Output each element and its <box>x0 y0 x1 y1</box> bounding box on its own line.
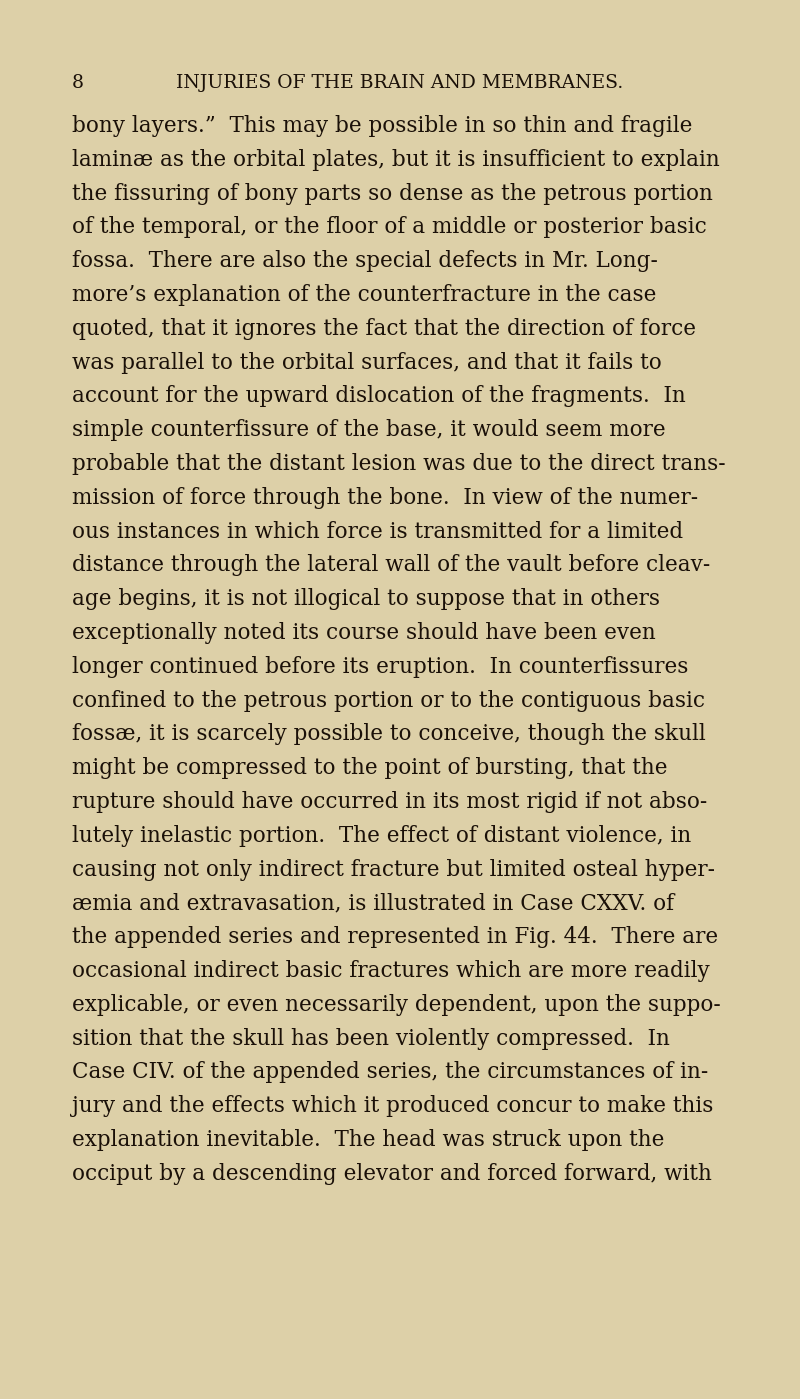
Text: fossæ, it is scarcely possible to conceive, though the skull: fossæ, it is scarcely possible to concei… <box>72 723 706 746</box>
Text: simple counterfissure of the base, it would seem more: simple counterfissure of the base, it wo… <box>72 420 666 441</box>
Text: probable that the distant lesion was due to the direct trans-: probable that the distant lesion was due… <box>72 453 726 476</box>
Text: sition that the skull has been violently compressed.  In: sition that the skull has been violently… <box>72 1028 670 1049</box>
Text: jury and the effects which it produced concur to make this: jury and the effects which it produced c… <box>72 1095 714 1118</box>
Text: quoted, that it ignores the fact that the direction of force: quoted, that it ignores the fact that th… <box>72 318 696 340</box>
Text: account for the upward dislocation of the fragments.  In: account for the upward dislocation of th… <box>72 385 686 407</box>
Text: causing not only indirect fracture but limited osteal hyper-: causing not only indirect fracture but l… <box>72 859 715 880</box>
Text: might be compressed to the point of bursting, that the: might be compressed to the point of burs… <box>72 757 667 779</box>
Text: lutely inelastic portion.  The effect of distant violence, in: lutely inelastic portion. The effect of … <box>72 825 691 846</box>
Text: occiput by a descending elevator and forced forward, with: occiput by a descending elevator and for… <box>72 1163 712 1185</box>
Text: distance through the lateral wall of the vault before cleav-: distance through the lateral wall of the… <box>72 554 710 576</box>
Text: the fissuring of bony parts so dense as the petrous portion: the fissuring of bony parts so dense as … <box>72 183 713 204</box>
Text: was parallel to the orbital surfaces, and that it fails to: was parallel to the orbital surfaces, an… <box>72 351 662 374</box>
Text: bony layers.”  This may be possible in so thin and fragile: bony layers.” This may be possible in so… <box>72 115 692 137</box>
Text: explicable, or even necessarily dependent, upon the suppo-: explicable, or even necessarily dependen… <box>72 993 721 1016</box>
Text: laminæ as the orbital plates, but it is insufficient to explain: laminæ as the orbital plates, but it is … <box>72 148 720 171</box>
Text: INJURIES OF THE BRAIN AND MEMBRANES.: INJURIES OF THE BRAIN AND MEMBRANES. <box>176 74 624 92</box>
Text: more’s explanation of the counterfracture in the case: more’s explanation of the counterfractur… <box>72 284 656 306</box>
Text: ous instances in which force is transmitted for a limited: ous instances in which force is transmit… <box>72 520 683 543</box>
Text: longer continued before its eruption.  In counterfissures: longer continued before its eruption. In… <box>72 656 688 677</box>
Text: the appended series and represented in Fig. 44.  There are: the appended series and represented in F… <box>72 926 718 949</box>
Text: rupture should have occurred in its most rigid if not abso-: rupture should have occurred in its most… <box>72 790 707 813</box>
Text: exceptionally noted its course should have been even: exceptionally noted its course should ha… <box>72 623 656 644</box>
Text: Case CIV. of the appended series, the circumstances of in-: Case CIV. of the appended series, the ci… <box>72 1062 708 1083</box>
Text: occasional indirect basic fractures which are more readily: occasional indirect basic fractures whic… <box>72 960 710 982</box>
Text: fossa.  There are also the special defects in Mr. Long-: fossa. There are also the special defect… <box>72 250 658 273</box>
Text: confined to the petrous portion or to the contiguous basic: confined to the petrous portion or to th… <box>72 690 705 712</box>
Text: explanation inevitable.  The head was struck upon the: explanation inevitable. The head was str… <box>72 1129 664 1151</box>
Text: mission of force through the bone.  In view of the numer-: mission of force through the bone. In vi… <box>72 487 698 509</box>
Text: 8: 8 <box>72 74 84 92</box>
Text: æmia and extravasation, is illustrated in Case CXXV. of: æmia and extravasation, is illustrated i… <box>72 893 674 915</box>
Text: age begins, it is not illogical to suppose that in others: age begins, it is not illogical to suppo… <box>72 588 660 610</box>
Text: of the temporal, or the floor of a middle or posterior basic: of the temporal, or the floor of a middl… <box>72 217 706 238</box>
